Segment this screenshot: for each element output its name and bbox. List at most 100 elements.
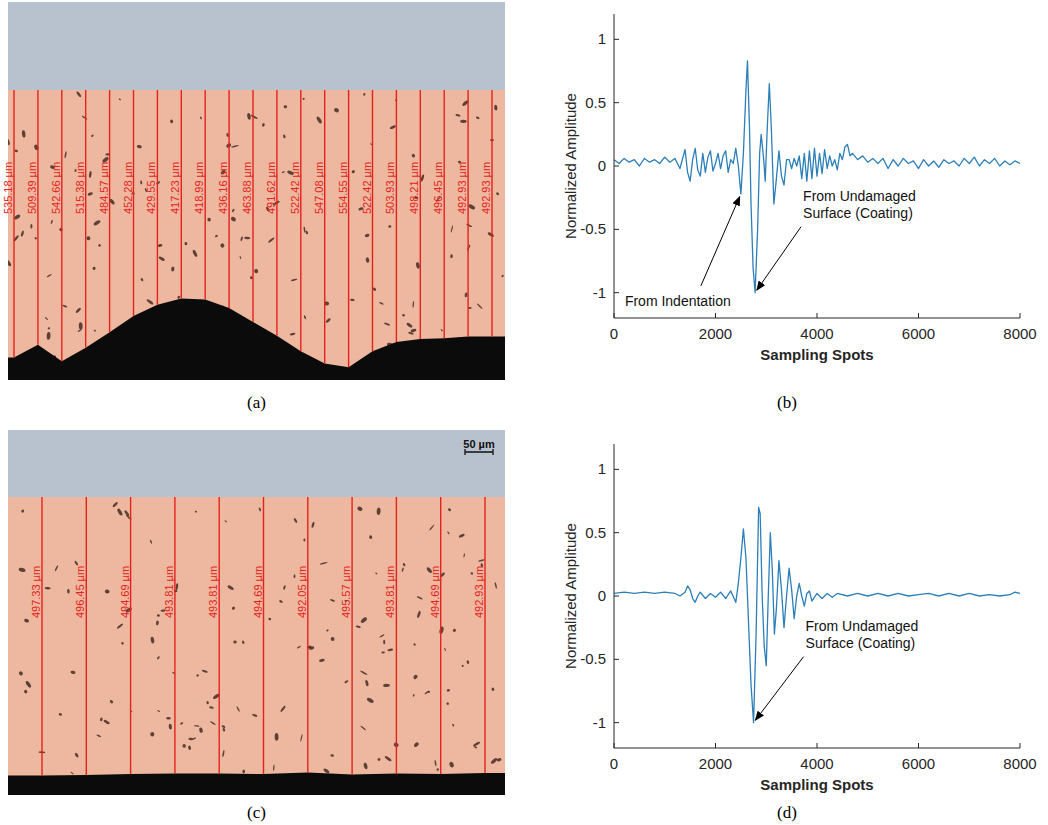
annotation-arrow (757, 227, 801, 291)
pore (175, 583, 178, 590)
x-tick (1020, 313, 1021, 318)
pore (195, 510, 198, 512)
x-tick (614, 313, 615, 318)
y-tick (614, 659, 619, 660)
substrate (8, 773, 505, 796)
pore (70, 670, 76, 674)
x-tick (1020, 743, 1021, 748)
pore (360, 616, 368, 624)
pore (473, 741, 481, 747)
pore (252, 714, 258, 718)
pore (388, 225, 392, 228)
y-tick-label: 0 (598, 587, 606, 604)
pore (62, 304, 68, 308)
pore (54, 565, 58, 572)
pore (140, 181, 142, 185)
pore (452, 628, 456, 632)
x-tick (817, 743, 818, 748)
annotation: From Indentation (625, 293, 731, 309)
mount-resin (8, 430, 505, 795)
thickness-line (41, 497, 42, 776)
pore (91, 134, 94, 137)
pore (77, 329, 82, 333)
pore (34, 237, 37, 240)
pore (450, 225, 453, 233)
pore (244, 237, 250, 240)
pore (283, 134, 286, 138)
x-tick-label: 4000 (800, 755, 833, 772)
pore (383, 684, 390, 687)
pore (25, 680, 32, 688)
y-tick-label: 0.5 (585, 524, 606, 541)
pore (375, 572, 378, 574)
pore (89, 171, 92, 178)
signal-line (614, 61, 1020, 293)
pore (303, 226, 305, 232)
pore (58, 713, 62, 716)
x-tick-label: 2000 (699, 755, 732, 772)
thickness-label: 494.69 µm (429, 566, 441, 618)
x-tick-label: 4000 (800, 325, 833, 342)
pore (333, 107, 339, 113)
pore (149, 540, 152, 544)
pore (92, 266, 96, 270)
thickness-label: 497.33 µm (30, 566, 42, 618)
pore (50, 219, 53, 224)
x-tick-label: 0 (610, 325, 618, 342)
pore (96, 734, 101, 738)
y-tick (614, 532, 619, 533)
panel-label: (a) (247, 393, 266, 412)
annotation-line: Surface (Coating) (806, 635, 916, 651)
pore (384, 322, 391, 326)
pore (200, 116, 203, 119)
y-tick (614, 166, 619, 167)
pore (230, 216, 237, 222)
y-axis-title: Normalized Amplitude (562, 93, 579, 239)
pore (79, 322, 83, 330)
pore (199, 727, 204, 733)
substrate (8, 299, 505, 380)
y-tick-label: -0.5 (580, 650, 606, 667)
pore (440, 329, 443, 332)
scale-bar-label: 50 µm (463, 438, 495, 450)
annotation-line: Surface (Coating) (803, 205, 913, 221)
pore (109, 699, 114, 704)
pore (67, 589, 70, 594)
pore (45, 587, 51, 590)
coating (8, 90, 505, 380)
pore (239, 256, 241, 260)
thickness-label: 493.81 µm (384, 566, 396, 618)
pore (180, 722, 184, 725)
pore (93, 219, 101, 226)
pore (231, 145, 239, 148)
pore (87, 192, 93, 197)
thickness-line (85, 90, 86, 348)
plot-area (614, 61, 1020, 293)
pore (14, 149, 18, 152)
pore (455, 114, 461, 117)
pore (64, 151, 67, 158)
pore (381, 651, 385, 653)
pore (330, 599, 336, 603)
thickness-line (440, 497, 441, 774)
y-tick-label: 1 (598, 460, 606, 477)
pore (136, 144, 142, 148)
x-tick (715, 313, 716, 318)
pore (279, 600, 283, 604)
pore (316, 116, 323, 124)
pore (413, 742, 419, 748)
pore (364, 233, 369, 237)
pore (408, 331, 414, 335)
micrograph (8, 2, 505, 380)
plot-area (614, 507, 1020, 722)
pore (45, 317, 49, 321)
thickness-line (372, 90, 373, 351)
pore (365, 257, 370, 263)
pore (250, 114, 258, 119)
panel-label: (c) (247, 803, 266, 822)
thickness-line (13, 90, 14, 358)
thickness-label: 452.28 µm (122, 162, 134, 214)
pore (22, 130, 26, 138)
pore (94, 329, 97, 331)
y-tick-label: 0 (598, 157, 606, 174)
